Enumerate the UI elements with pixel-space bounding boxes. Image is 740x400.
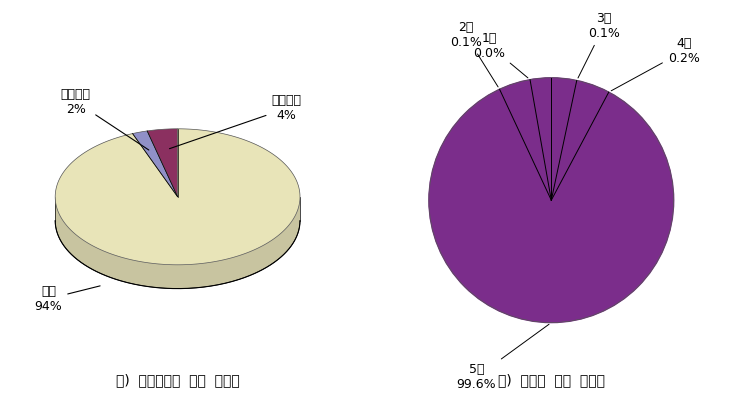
Text: 나)  규모에  따른  분포도: 나) 규모에 따른 분포도	[498, 374, 605, 388]
Text: 간접배출
4%: 간접배출 4%	[169, 94, 301, 149]
Polygon shape	[132, 131, 178, 197]
Polygon shape	[147, 129, 178, 197]
Text: 기타
94%: 기타 94%	[35, 285, 100, 313]
Text: 직접배출
2%: 직접배출 2%	[61, 88, 149, 150]
Text: 3종
0.1%: 3종 0.1%	[578, 12, 620, 78]
Text: 2종
0.1%: 2종 0.1%	[450, 21, 498, 87]
Text: 4종
0.2%: 4종 0.2%	[611, 37, 699, 91]
Polygon shape	[56, 198, 300, 288]
Text: 가)  배출형태에  따른  분포도: 가) 배출형태에 따른 분포도	[115, 374, 240, 388]
Polygon shape	[56, 129, 300, 265]
Text: 1종
0.0%: 1종 0.0%	[474, 32, 528, 78]
Circle shape	[429, 78, 673, 322]
Text: 5종
99.6%: 5종 99.6%	[457, 324, 549, 391]
